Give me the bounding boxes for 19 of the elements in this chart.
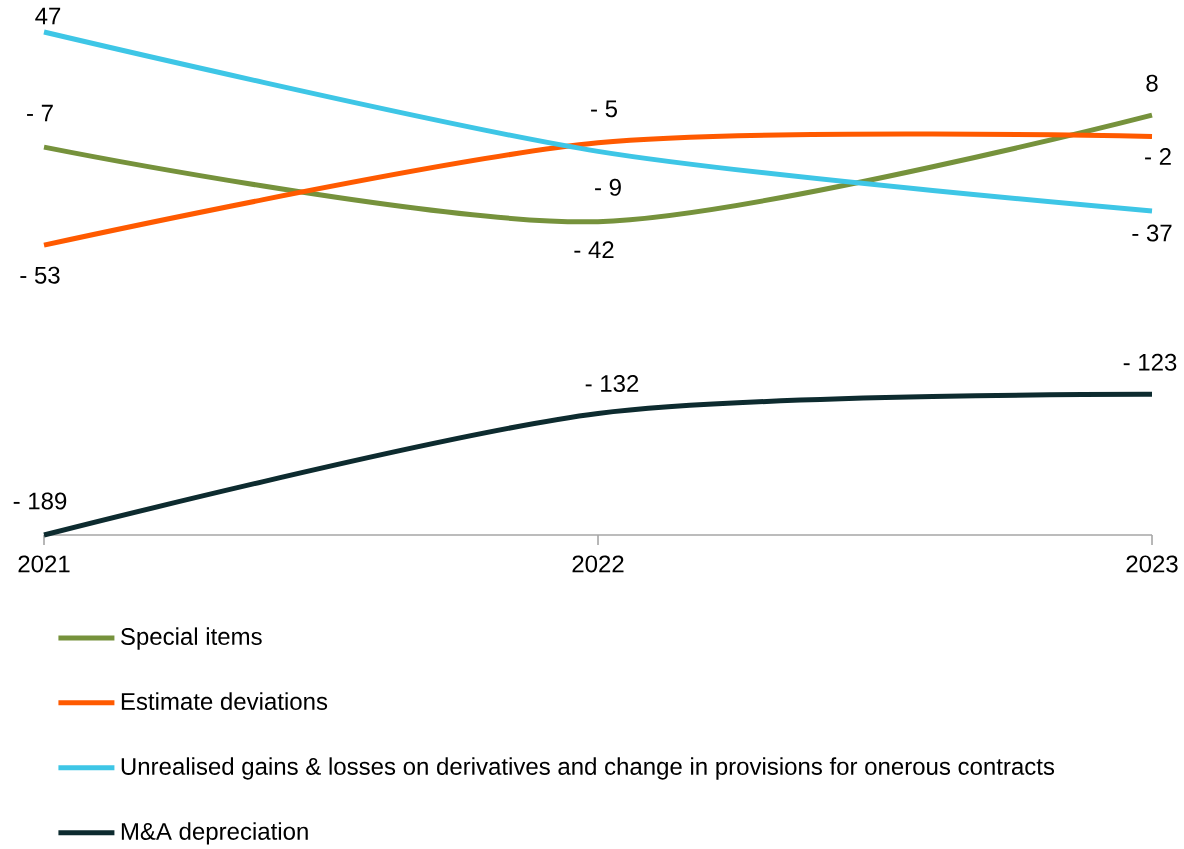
data-label: 47 <box>35 7 61 25</box>
data-label: - 9 <box>595 178 621 196</box>
data-label: - 189 <box>13 492 67 510</box>
data-label: - 132 <box>585 375 639 393</box>
data-label: - 53 <box>20 266 60 284</box>
legend-label: Special items <box>121 627 262 650</box>
x-tick-label: 2021 <box>18 555 70 573</box>
data-label: - 2 <box>1145 148 1171 165</box>
data-label: - 123 <box>1123 353 1177 371</box>
data-label: - 5 <box>591 100 617 118</box>
legend-label: M&A depreciation <box>121 822 308 845</box>
legend-label: Unrealised gains & losses on derivatives and change in provisions for onerous contracts <box>121 757 1055 780</box>
x-tick-label: 2022 <box>572 555 624 573</box>
legend-label: Estimate deviations <box>121 692 328 710</box>
data-label: - 7 <box>27 104 53 122</box>
x-tick-label: 2023 <box>1126 555 1178 573</box>
data-label: - 42 <box>574 241 614 259</box>
data-label: - 37 <box>1132 224 1172 242</box>
data-label: 8 <box>1146 74 1158 92</box>
